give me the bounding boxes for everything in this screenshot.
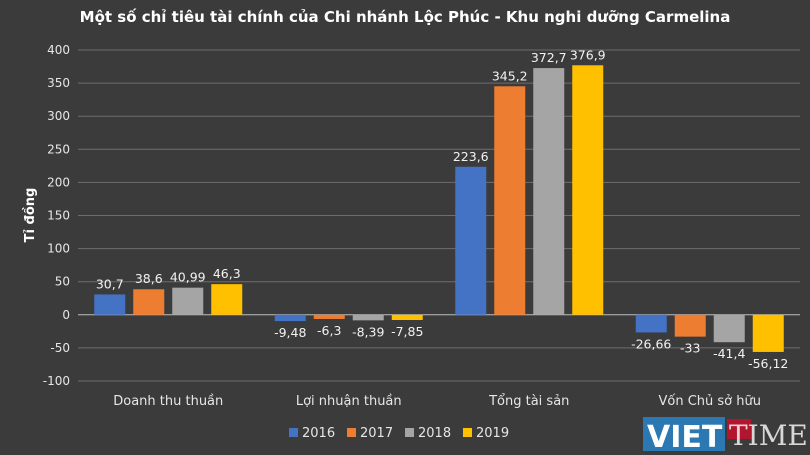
data-label: -33 — [680, 341, 700, 356]
data-label: -41,4 — [713, 346, 745, 361]
legend-swatch-2016 — [289, 428, 298, 437]
bar-2019 — [752, 314, 784, 352]
x-tick-label: Lợi nhuận thuần — [296, 394, 402, 409]
bar-2016 — [274, 314, 306, 322]
data-label: 223,6 — [453, 149, 489, 164]
axis-layer: -100 -50 0 50 100 150 200 250 300 350 400 Doanh thu… — [43, 43, 761, 409]
y-tick-label: 50 — [55, 275, 70, 289]
y-tick-label: 200 — [47, 175, 70, 189]
y-tick-label: -100 — [43, 374, 70, 388]
data-label: 40,99 — [170, 270, 206, 285]
data-label: -56,12 — [748, 356, 788, 371]
chart-title: Một số chỉ tiêu tài chính của Chi nhánh … — [80, 7, 731, 26]
viettimes-logo: VIET TIMES — [635, 405, 810, 455]
y-tick-label: -50 — [50, 341, 70, 355]
data-label: 30,7 — [96, 276, 124, 291]
labels-layer: 30,7 38,6 40,99 46,3 -9,48 -6,3 -8,39 -7,85 223,… — [96, 47, 789, 371]
data-label: 345,2 — [492, 68, 528, 83]
bar-2018 — [713, 314, 745, 343]
legend-swatch-2018 — [405, 428, 414, 437]
y-tick-label: 250 — [47, 142, 70, 156]
bar-2016 — [635, 314, 667, 333]
bar-2018 — [533, 68, 565, 315]
legend-label: 2017 — [360, 426, 393, 441]
x-tick-label: Vốn Chủ sở hữu — [659, 394, 761, 409]
data-label: -7,85 — [391, 324, 423, 339]
bar-2019 — [211, 284, 243, 315]
bar-2019 — [572, 65, 604, 315]
y-tick-label: 100 — [47, 242, 70, 256]
bar-2016 — [455, 166, 487, 315]
y-tick-label: 350 — [47, 76, 70, 90]
data-label: 38,6 — [135, 271, 163, 286]
y-axis-label: Tỉ đồng — [23, 188, 38, 243]
legend-swatch-2019 — [463, 428, 472, 437]
x-tick-label: Tổng tài sản — [488, 394, 569, 409]
data-label: -8,39 — [352, 324, 384, 339]
data-label: -9,48 — [274, 325, 306, 340]
data-label: 372,7 — [531, 50, 567, 65]
bar-2017 — [674, 314, 706, 337]
y-tick-label: 0 — [62, 308, 70, 322]
x-tick-label: Doanh thu thuần — [113, 394, 223, 409]
y-tick-label: 150 — [47, 209, 70, 223]
legend-label: 2016 — [302, 426, 335, 441]
data-label: -6,3 — [317, 323, 341, 338]
legend-swatch-2017 — [347, 428, 356, 437]
y-tick-label: 300 — [47, 109, 70, 123]
bar-2018 — [352, 314, 384, 321]
legend-label: 2019 — [476, 426, 509, 441]
bar-2018 — [172, 287, 204, 315]
y-tick-label: 400 — [47, 43, 70, 57]
bar-2017 — [313, 314, 345, 319]
bar-2017 — [133, 289, 165, 315]
svg-text:VIET: VIET — [647, 420, 723, 455]
bar-2017 — [494, 86, 526, 315]
legend: 2016 2017 2018 2019 — [289, 426, 509, 441]
svg-text:TIMES: TIMES — [729, 419, 810, 452]
data-label: 376,9 — [570, 47, 606, 62]
bar-2019 — [391, 314, 423, 320]
bars-layer — [94, 65, 784, 352]
data-label: 46,3 — [213, 266, 241, 281]
legend-label: 2018 — [418, 426, 451, 441]
bar-2016 — [94, 294, 126, 315]
data-label: -26,66 — [631, 336, 671, 351]
